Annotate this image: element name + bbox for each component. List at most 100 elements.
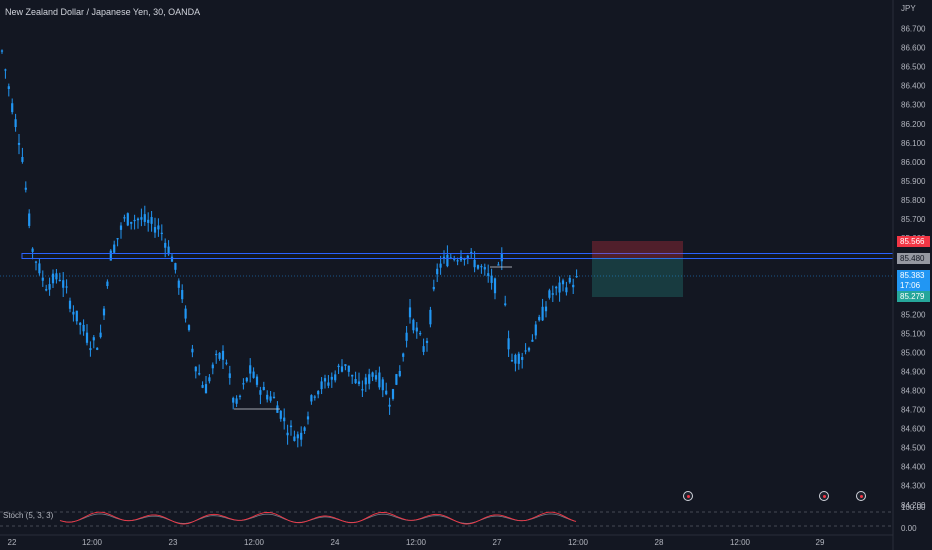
time-tick-label: 12:00 <box>568 538 589 547</box>
candle-body <box>548 290 551 298</box>
candle-body <box>266 394 269 400</box>
candle-body <box>262 386 265 391</box>
candle-body <box>310 395 313 402</box>
candle-body <box>218 352 221 359</box>
candle-body <box>340 366 344 372</box>
price-tick-label: 84.200 <box>901 501 926 510</box>
candle-body <box>191 348 194 353</box>
candle-body <box>347 365 350 372</box>
candle-body <box>7 86 10 89</box>
currency-label: JPY <box>901 4 916 13</box>
candle-body <box>334 374 337 381</box>
time-tick-label: 24 <box>331 538 340 547</box>
candle-body <box>170 256 174 262</box>
candle-body <box>313 396 316 398</box>
candle-body <box>415 327 418 332</box>
candle-body <box>344 364 347 366</box>
economic-event-icon[interactable] <box>819 491 829 501</box>
candle-body <box>65 286 68 288</box>
candle-body <box>473 259 476 268</box>
candle-body <box>201 385 204 388</box>
candle-body <box>28 213 31 226</box>
candle-body <box>62 280 65 288</box>
time-tick-label: 22 <box>8 538 17 547</box>
price-tick-label: 85.800 <box>901 196 926 205</box>
candle-body <box>408 307 412 318</box>
position-target-zone[interactable] <box>592 258 683 297</box>
candle-body <box>279 410 282 419</box>
time-axis: 22 12:00 23 12:00 24 12:00 27 12:00 28 12:00 29 <box>0 534 893 547</box>
candle-body <box>140 217 143 220</box>
candle-body <box>534 324 537 336</box>
candle-body <box>58 279 61 282</box>
candle-body <box>102 308 106 316</box>
candle-body <box>544 306 548 312</box>
candle-body <box>300 432 303 440</box>
price-tick-label: 84.400 <box>901 463 926 472</box>
candle-body <box>55 273 58 280</box>
candle-body <box>204 384 208 394</box>
price-axis: 86.700 86.600 86.500 86.400 86.300 86.200 86.1… <box>892 0 926 550</box>
position-stop-zone[interactable] <box>592 241 683 258</box>
candle-body <box>167 246 170 255</box>
price-tick-label: 85.000 <box>901 348 926 357</box>
candle-body <box>425 340 429 343</box>
candle-body <box>143 214 146 222</box>
candle-body <box>177 280 180 288</box>
stoch-indicator-label[interactable]: Stoch (5, 3, 3) <box>3 511 54 520</box>
candle-body <box>364 377 367 385</box>
candle-body <box>96 347 99 350</box>
economic-event-icon[interactable] <box>856 491 866 501</box>
price-tick-label: 85.700 <box>901 215 926 224</box>
candle-body <box>412 319 415 331</box>
last-price-badge: 85.383 <box>897 270 930 281</box>
candle-body <box>283 417 286 422</box>
candle-body <box>330 376 333 380</box>
candle-body <box>181 290 184 300</box>
candle-body <box>136 218 140 221</box>
candle-body <box>439 263 442 268</box>
candle-body <box>238 395 242 397</box>
candle-body <box>381 379 384 391</box>
stoch-k-line <box>59 511 577 525</box>
candle-body <box>0 50 4 52</box>
candle-body <box>198 373 201 375</box>
candle-body <box>150 217 153 224</box>
candle-body <box>92 337 95 341</box>
price-tick-label: 86.500 <box>901 63 926 72</box>
candle-body <box>538 316 541 321</box>
candle-body <box>245 377 248 382</box>
candle-body <box>289 425 293 428</box>
candle-body <box>436 268 439 275</box>
candle-body <box>235 398 238 404</box>
candle-body <box>385 390 388 395</box>
candle-body <box>565 287 568 293</box>
candle-body <box>113 244 116 253</box>
candle-body <box>470 251 473 254</box>
candle-body <box>327 382 330 386</box>
price-tick-label: 84.600 <box>901 425 926 434</box>
candle-body <box>510 360 514 362</box>
target-price-badge: 85.279 <box>897 291 930 302</box>
candle-body <box>215 353 218 356</box>
drawings-layer <box>0 241 894 410</box>
candle-body <box>75 310 78 322</box>
candle-body <box>133 219 136 222</box>
candle-body <box>524 350 527 352</box>
candle-body <box>422 346 425 352</box>
candle-body <box>527 347 531 351</box>
economic-event-icon[interactable] <box>683 491 693 501</box>
candle-body <box>31 248 34 252</box>
candle-body <box>184 308 187 319</box>
candle-body <box>507 338 510 350</box>
candle-body <box>14 119 17 128</box>
candle-body <box>164 242 167 248</box>
candle-body <box>466 255 469 259</box>
candle-body <box>395 374 398 385</box>
candle-body <box>242 383 245 385</box>
candle-body <box>11 103 14 113</box>
candle-body <box>572 284 575 288</box>
candle-body <box>225 362 228 364</box>
price-tick-label: 86.100 <box>901 139 926 148</box>
